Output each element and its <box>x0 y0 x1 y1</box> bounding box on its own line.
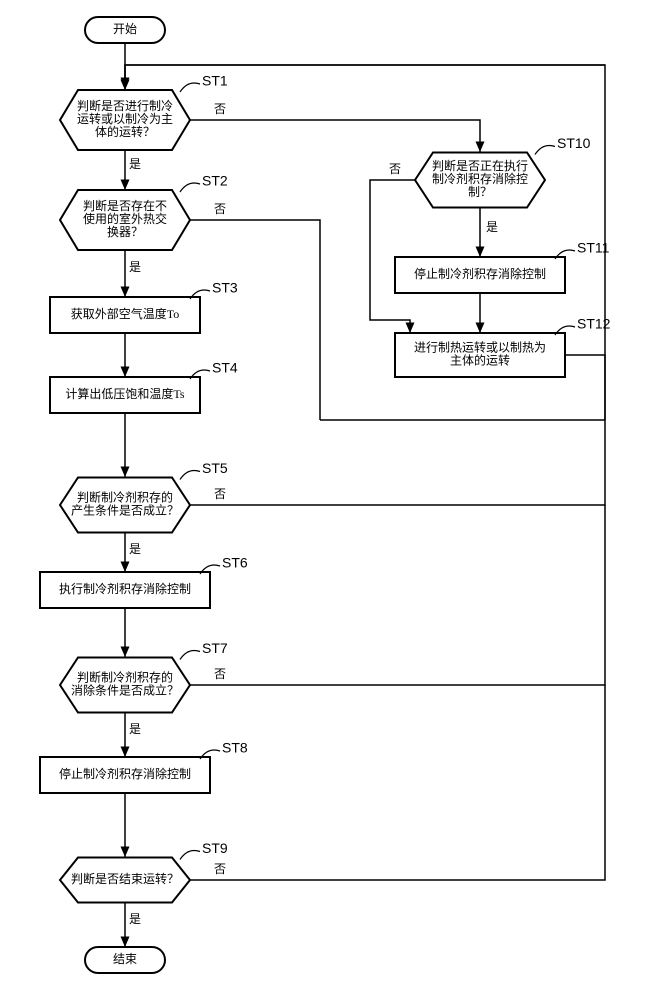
node-text: 执行制冷剂积存消除控制 <box>59 581 191 596</box>
edge-label: 否 <box>214 202 226 216</box>
step-label: ST6 <box>222 555 248 571</box>
node-text: 判断是否结束运转？ <box>71 871 179 886</box>
edge-label: 是 <box>129 722 141 736</box>
edge-label: 否 <box>214 667 226 681</box>
node-text: 制冷剂积存消除控 <box>432 171 528 186</box>
node-text: 获取外部空气温度To <box>71 306 180 321</box>
step-label: ST4 <box>212 360 238 376</box>
node-text: 体的运转？ <box>95 124 155 139</box>
node-text: 停止制冷剂积存消除控制 <box>414 266 546 281</box>
step-label: ST1 <box>202 73 228 89</box>
step-label-leader <box>180 183 200 192</box>
step-label: ST2 <box>202 173 228 189</box>
flow-edge <box>190 685 605 880</box>
edge-label: 是 <box>129 912 141 926</box>
node-text: 判断是否正在执行 <box>432 158 528 173</box>
step-label: ST5 <box>202 460 228 476</box>
node-text: 消除条件是否成立？ <box>71 682 179 697</box>
step-label-leader <box>180 851 200 860</box>
edge-label: 是 <box>129 542 141 556</box>
step-label: ST3 <box>212 280 238 296</box>
step-label-leader <box>180 83 200 92</box>
node-text: 产生条件是否成立？ <box>71 502 179 517</box>
step-label: ST7 <box>202 640 228 656</box>
node-text: 换器？ <box>107 225 143 239</box>
node-text: 制？ <box>468 185 492 199</box>
step-label: ST9 <box>202 840 228 856</box>
step-label-leader <box>180 471 200 480</box>
flow-edge <box>565 355 605 420</box>
flow-edge <box>190 505 605 685</box>
flow-edge <box>190 120 480 152</box>
edge-label: 否 <box>214 102 226 116</box>
node-text: 使用的室外热交 <box>83 211 167 226</box>
node-text: 计算出低压饱和温度Ts <box>65 386 184 401</box>
flow-edge <box>190 220 320 420</box>
flow-edge <box>190 420 605 505</box>
node-text: 开始 <box>113 22 137 36</box>
flow-edge-return <box>125 65 605 88</box>
edge-label: 是 <box>129 260 141 274</box>
node-text: 运转或以制冷为主 <box>77 111 173 126</box>
node-text: 判断制冷剂积存的 <box>77 669 173 684</box>
edge-label: 是 <box>486 220 498 234</box>
step-label: ST8 <box>222 740 248 756</box>
step-label-leader <box>180 651 200 660</box>
node-text: 判断制冷剂积存的 <box>77 489 173 504</box>
node-text: 主体的运转 <box>450 352 510 367</box>
edge-label: 是 <box>129 157 141 171</box>
step-label-leader <box>535 146 555 155</box>
edge-label: 否 <box>389 162 401 176</box>
node-text: 进行制热运转或以制热为 <box>414 339 546 354</box>
edge-label: 否 <box>214 862 226 876</box>
node-text: 判断是否存在不 <box>83 198 167 213</box>
node-text: 结束 <box>113 952 137 966</box>
node-text: 判断是否进行制冷 <box>77 98 173 113</box>
node-text: 停止制冷剂积存消除控制 <box>59 766 191 781</box>
step-label: ST10 <box>557 135 591 151</box>
flowchart-canvas: 开始判断是否进行制冷运转或以制冷为主体的运转？ ST1 判断是否存在不使用的室外热交… <box>0 0 647 1000</box>
edge-label: 否 <box>214 487 226 501</box>
